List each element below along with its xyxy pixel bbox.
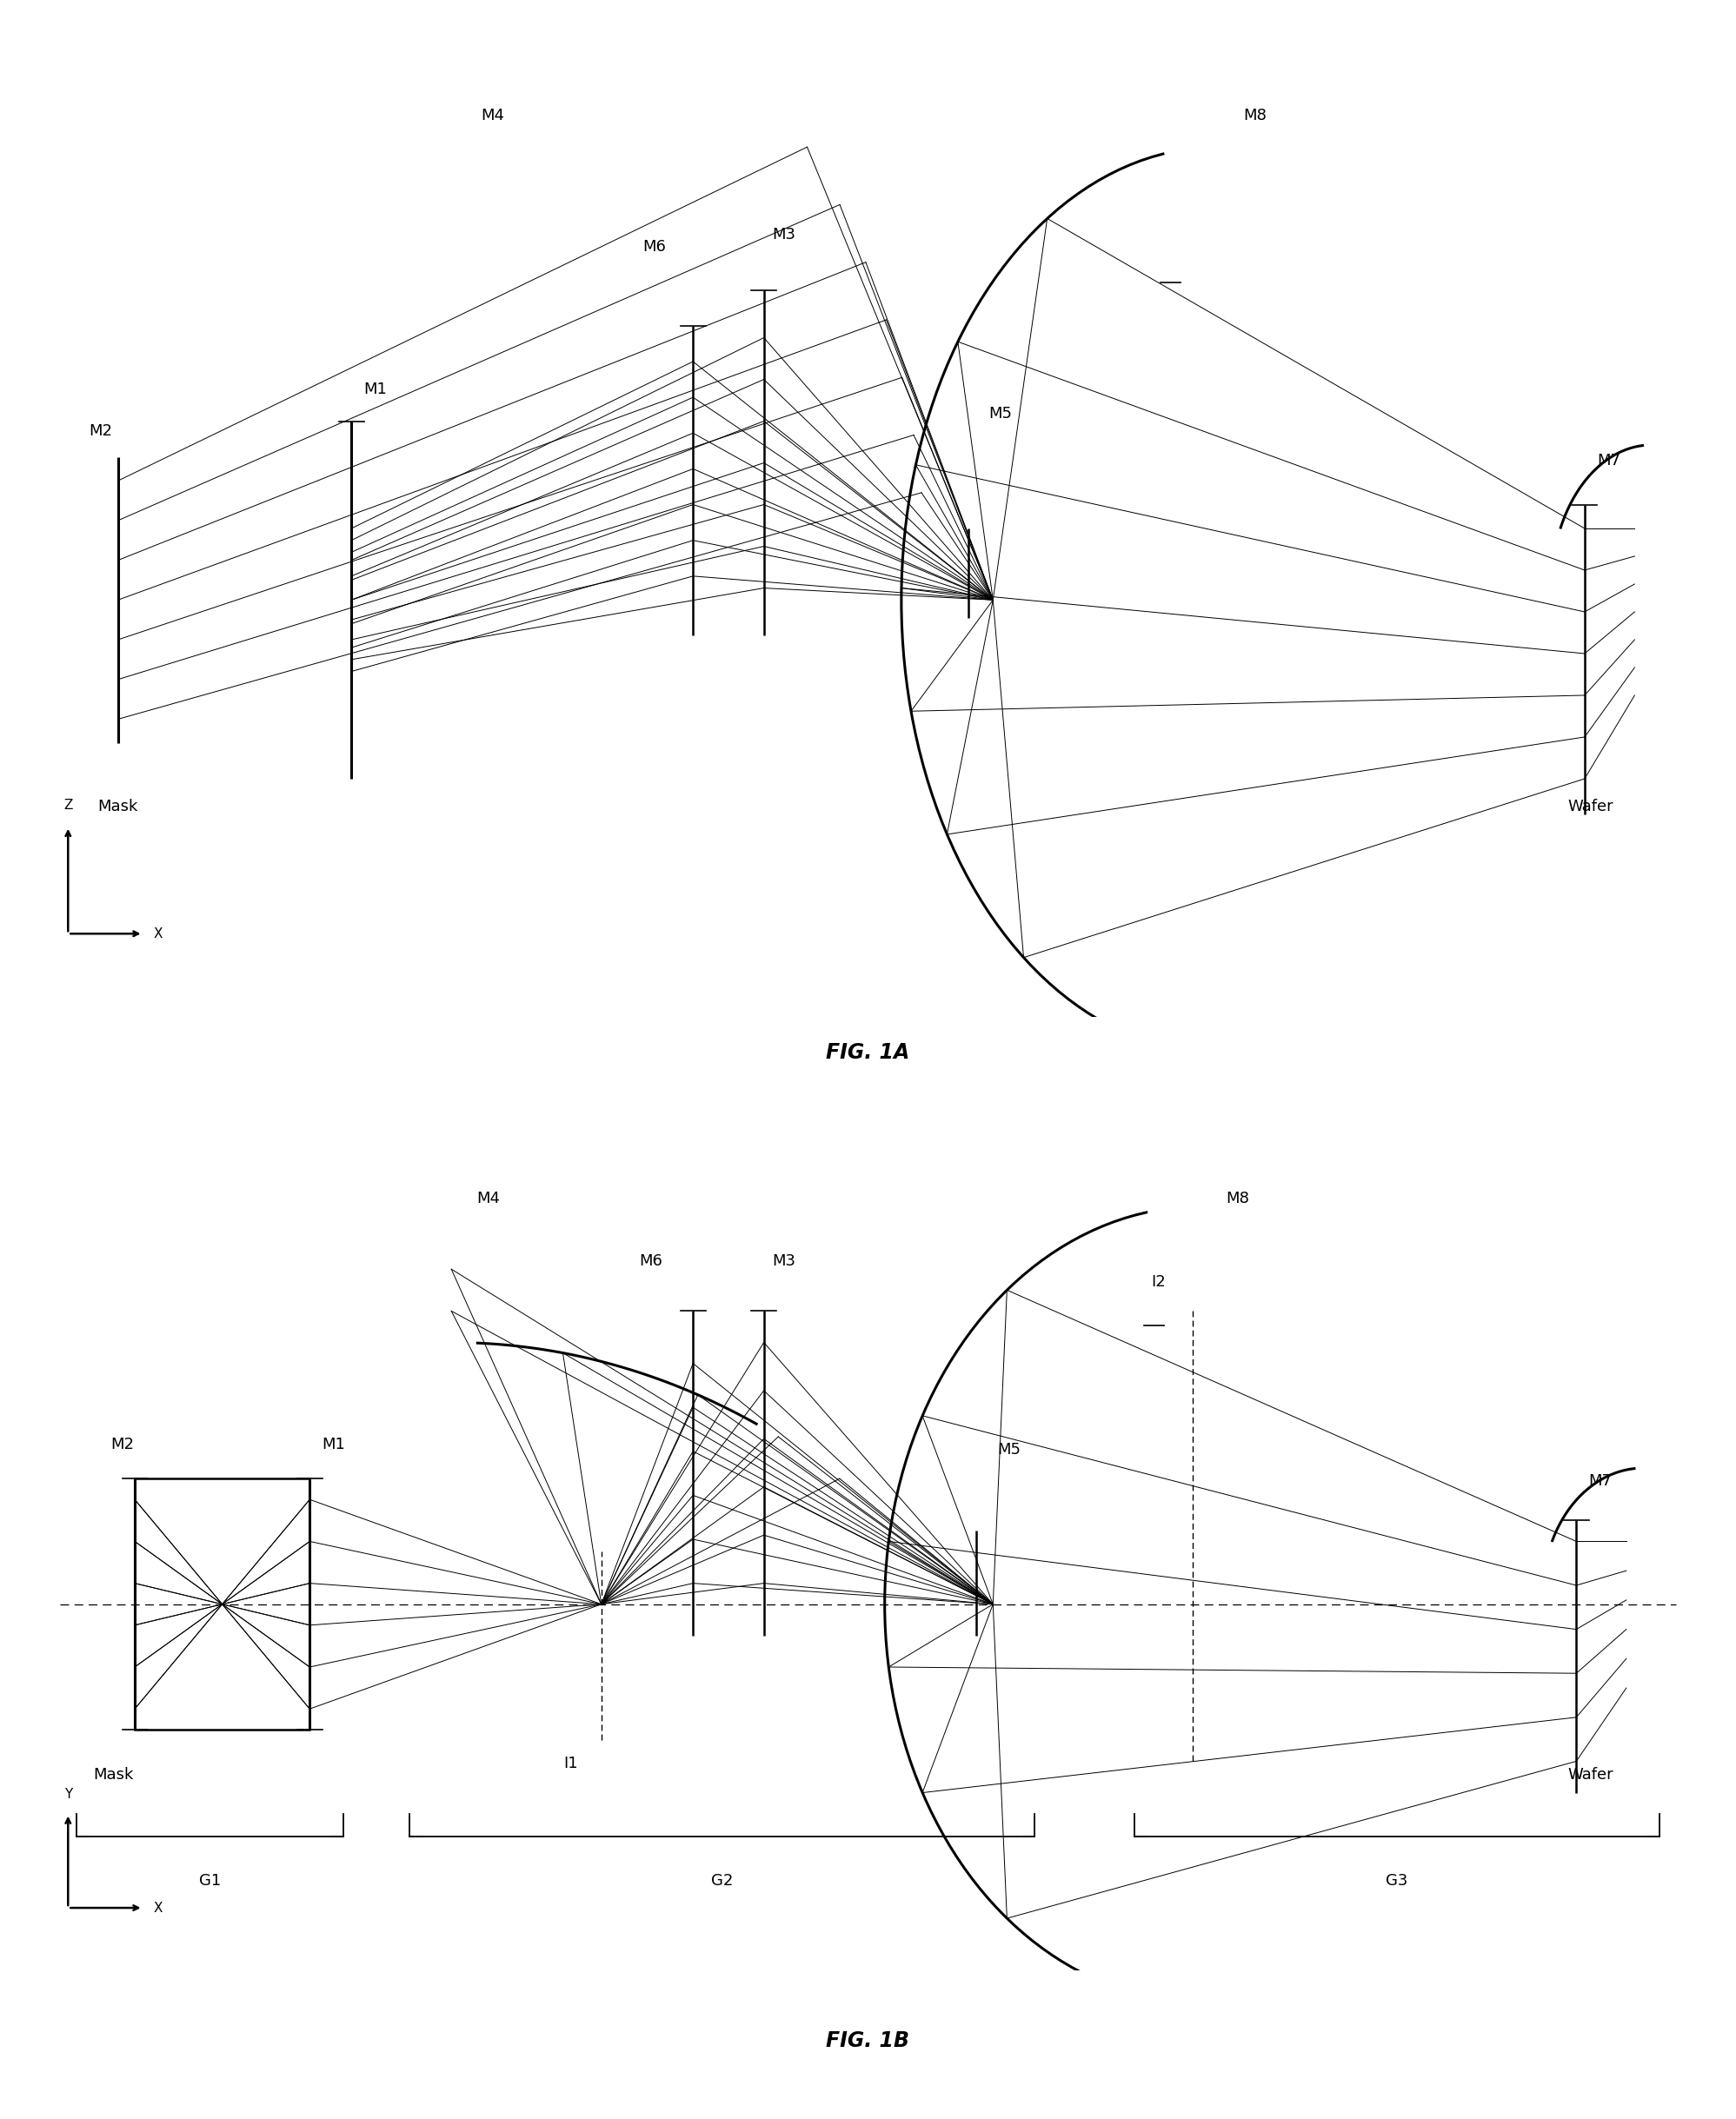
Text: M5: M5 — [996, 1441, 1021, 1458]
Text: Y: Y — [64, 1788, 73, 1801]
Text: Wafer: Wafer — [1568, 799, 1614, 814]
Text: X: X — [153, 928, 161, 941]
Text: M2: M2 — [111, 1437, 134, 1452]
Text: X: X — [153, 1901, 161, 1913]
Text: M7: M7 — [1588, 1473, 1613, 1490]
Text: Mask: Mask — [94, 1767, 134, 1782]
Text: M5: M5 — [990, 405, 1012, 422]
Text: I2: I2 — [1151, 1274, 1167, 1290]
Text: I1: I1 — [564, 1757, 578, 1771]
Text: M8: M8 — [1243, 108, 1266, 123]
Text: G3: G3 — [1385, 1873, 1408, 1888]
Text: M1: M1 — [365, 381, 387, 398]
Text: G1: G1 — [198, 1873, 220, 1888]
Text: M7: M7 — [1597, 453, 1621, 468]
Text: M3: M3 — [773, 1254, 795, 1269]
Text: FIG. 1A: FIG. 1A — [826, 1043, 910, 1064]
Text: M4: M4 — [481, 108, 505, 123]
Text: M6: M6 — [642, 239, 667, 254]
Text: Mask: Mask — [97, 799, 137, 814]
Text: M1: M1 — [323, 1437, 345, 1452]
Text: M8: M8 — [1226, 1191, 1250, 1206]
Text: M3: M3 — [773, 227, 795, 242]
Text: Z: Z — [64, 799, 73, 812]
Text: M2: M2 — [89, 424, 113, 439]
Text: FIG. 1B: FIG. 1B — [826, 2030, 910, 2051]
Text: Wafer: Wafer — [1568, 1767, 1614, 1782]
Text: G2: G2 — [712, 1873, 733, 1888]
Text: M4: M4 — [476, 1191, 500, 1206]
Text: M6: M6 — [639, 1254, 661, 1269]
